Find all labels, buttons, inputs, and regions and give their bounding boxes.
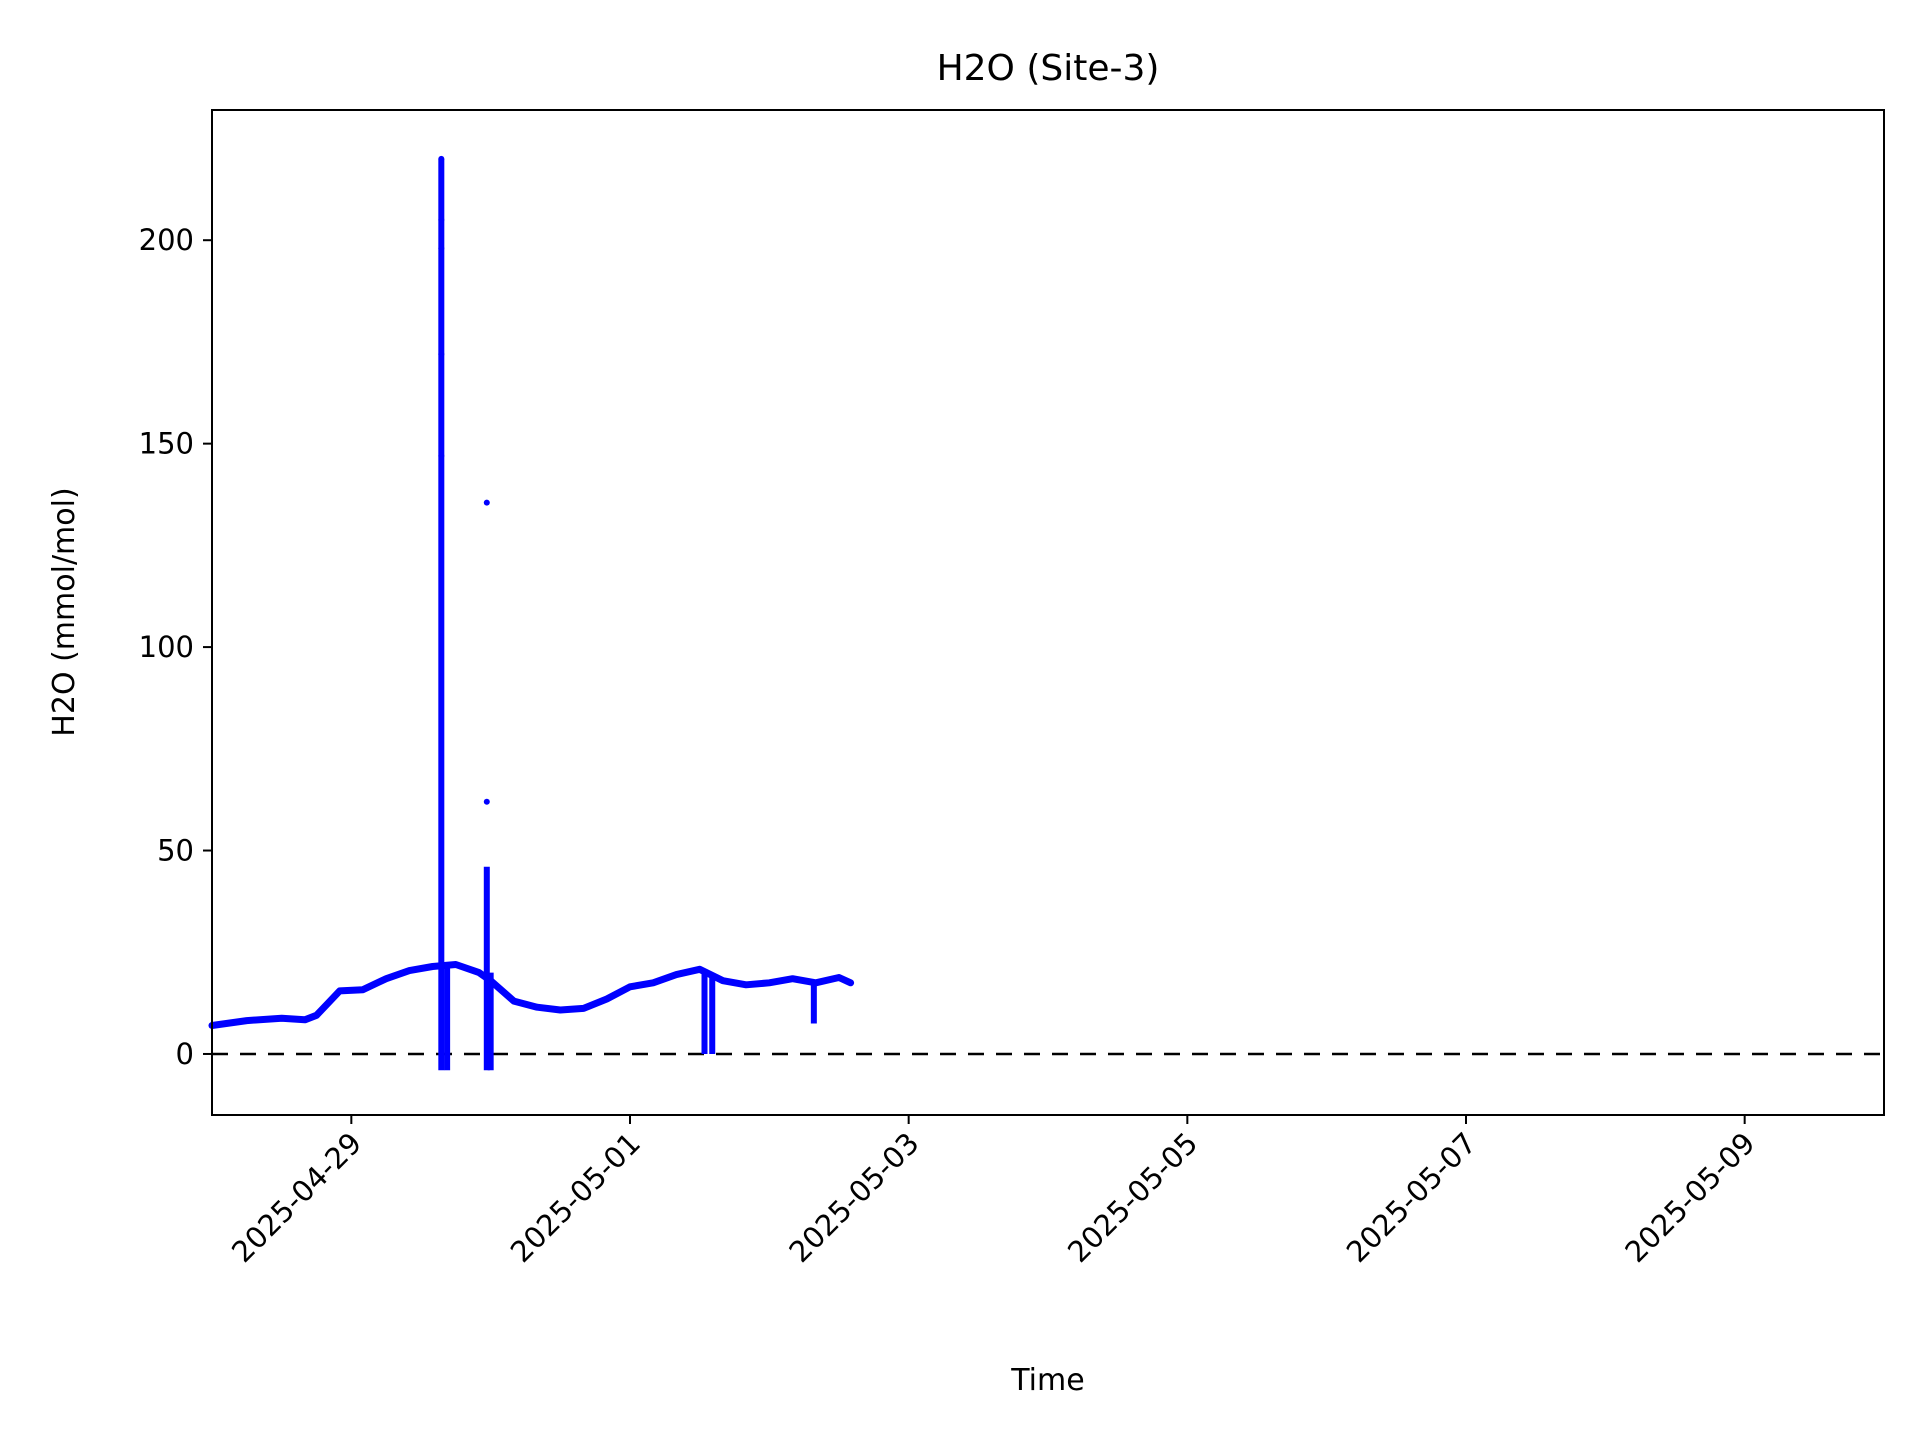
data-point-1 <box>438 216 445 223</box>
data-point-4 <box>438 452 445 459</box>
data-point-6 <box>483 798 490 805</box>
chart-title: H2O (Site-3) <box>937 48 1160 89</box>
y-axis-label: H2O (mmol/mol) <box>47 487 82 736</box>
plot-area <box>208 155 1884 1071</box>
y-tick-label: 0 <box>176 1037 194 1071</box>
x-axis-label: Time <box>1010 1363 1084 1398</box>
y-tick-label: 200 <box>139 223 194 257</box>
data-point-0 <box>438 155 445 162</box>
y-tick-label: 50 <box>157 834 194 868</box>
y-tick-label: 100 <box>139 630 194 664</box>
plot-frame <box>211 109 1885 1116</box>
data-point-5 <box>483 499 490 506</box>
y-tick-label: 150 <box>139 427 194 461</box>
data-series-baseline <box>208 961 855 1029</box>
data-point-3 <box>438 351 445 358</box>
data-point-2 <box>438 245 445 252</box>
y-axis: 0 50 100 150 200 <box>139 223 212 1071</box>
